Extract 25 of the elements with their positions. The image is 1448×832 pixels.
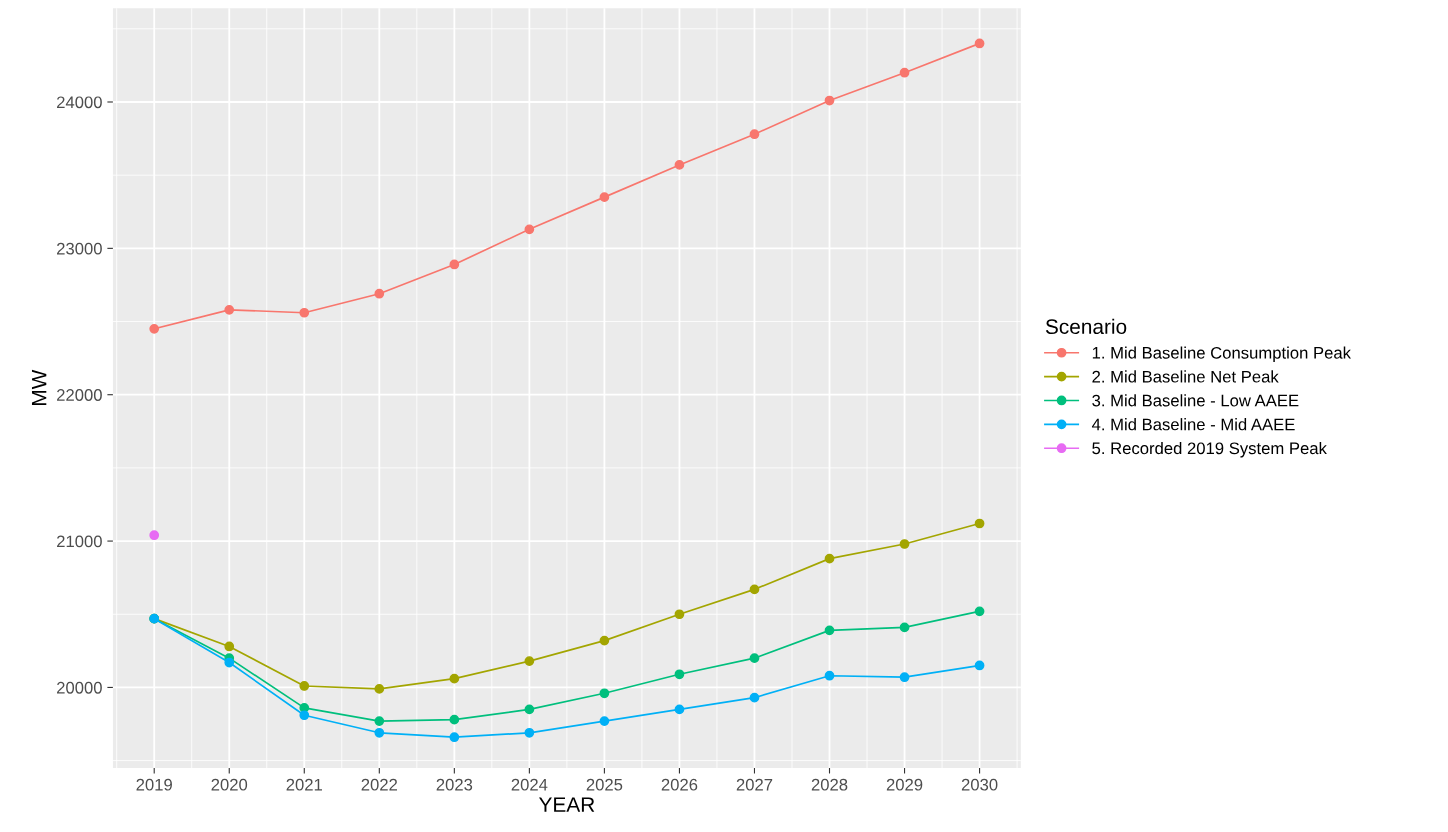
y-tick-label: 24000 (57, 96, 102, 109)
x-tick-label: 2027 (736, 778, 773, 791)
x-tick-label: 2029 (886, 778, 923, 791)
y-tick-label: 23000 (57, 242, 102, 255)
x-tick-label: 2026 (661, 778, 698, 791)
legend-title: Scenario (1045, 318, 1127, 335)
x-tick-label: 2019 (136, 778, 172, 791)
y-axis-title: MW (31, 369, 47, 405)
x-tick-label: 2020 (211, 778, 248, 791)
legend-label: 2. Mid Baseline Net Peak (1092, 370, 1279, 383)
x-tick-label: 2025 (586, 778, 623, 791)
x-axis-title: YEAR (538, 797, 595, 812)
y-tick-label: 21000 (57, 535, 102, 548)
legend-label: 5. Recorded 2019 System Peak (1092, 441, 1327, 458)
y-tick-label: 20000 (57, 681, 102, 694)
x-tick-label: 2022 (361, 778, 398, 791)
x-tick-label: 2024 (511, 778, 548, 791)
legend-label: 3. Mid Baseline - Low AAEE (1092, 394, 1299, 407)
legend-label: 1. Mid Baseline Consumption Peak (1092, 346, 1352, 363)
x-tick-label: 2023 (436, 778, 473, 791)
x-tick-label: 2028 (811, 778, 848, 791)
y-tick-label: 22000 (57, 389, 102, 401)
x-tick-label: 2021 (286, 778, 322, 791)
legend-label: 4. Mid Baseline - Mid AAEE (1091, 418, 1295, 431)
x-tick-label: 2030 (961, 778, 998, 791)
